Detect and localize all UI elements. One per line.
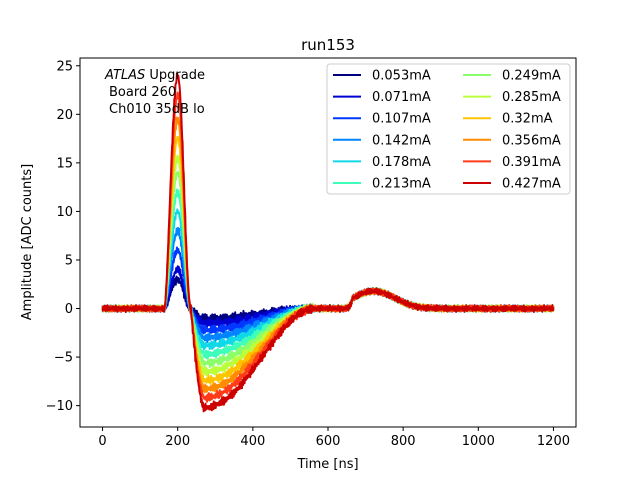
legend-label-0.071mA: 0.071mA (372, 90, 431, 105)
legend-label-0.249mA: 0.249mA (502, 69, 561, 84)
x-tick-label-0: 0 (98, 434, 106, 449)
annotation-upgrade: Upgrade (145, 68, 205, 83)
x-axis: 0 200 400 600 800 1000 1200 (98, 427, 570, 449)
y-tick-label-15: 15 (56, 156, 73, 171)
legend-label-0.356mA: 0.356mA (502, 133, 561, 148)
x-tick-label-400: 400 (240, 434, 265, 449)
y-tick-label-5: 5 (65, 253, 73, 268)
x-tick-label-800: 800 (391, 434, 416, 449)
chart-title: run153 (301, 36, 355, 54)
legend-label-0.285mA: 0.285mA (502, 90, 561, 105)
y-tick-label-20: 20 (56, 108, 73, 123)
x-tick-label-600: 600 (316, 434, 341, 449)
y-tick-label-25: 25 (56, 59, 73, 74)
y-axis: −10 −5 0 5 10 15 20 25 (46, 59, 80, 414)
legend-frame (326, 63, 571, 195)
x-axis-label: Time [ns] (296, 457, 358, 472)
annotation: ATLAS Upgrade Board 260 Ch010 35dB lo (104, 68, 205, 117)
legend-label-0.213mA: 0.213mA (372, 177, 431, 192)
legend-label-0.053mA: 0.053mA (372, 69, 431, 84)
legend-label-0.142mA: 0.142mA (372, 133, 431, 148)
y-tick-label-0: 0 (65, 302, 73, 317)
legend: 0.053mA 0.071mA 0.107mA 0.142mA 0.178mA 0.213… (326, 63, 571, 195)
annotation-atlas: ATLAS (104, 68, 145, 83)
x-tick-label-1200: 1200 (537, 434, 570, 449)
annotation-line-1: ATLAS Upgrade (104, 68, 205, 83)
legend-label-0.107mA: 0.107mA (372, 112, 431, 127)
series-line-0.427mA (101, 72, 555, 413)
legend-label-0.178mA: 0.178mA (372, 155, 431, 170)
x-tick-label-200: 200 (165, 434, 190, 449)
x-tick-label-1000: 1000 (462, 434, 495, 449)
y-tick-label--5: −5 (54, 351, 73, 366)
y-tick-label--10: −10 (46, 399, 73, 414)
y-tick-label-10: 10 (56, 205, 73, 220)
annotation-line-2: Board 260 (109, 85, 176, 100)
legend-label-0.391mA: 0.391mA (502, 155, 561, 170)
annotation-line-3: Ch010 35dB lo (109, 102, 205, 117)
series-layer (101, 72, 555, 413)
y-axis-label: Amplitude [ADC counts] (20, 164, 35, 320)
legend-label-0.32mA: 0.32mA (502, 112, 553, 127)
legend-label-0.427mA: 0.427mA (502, 177, 561, 192)
